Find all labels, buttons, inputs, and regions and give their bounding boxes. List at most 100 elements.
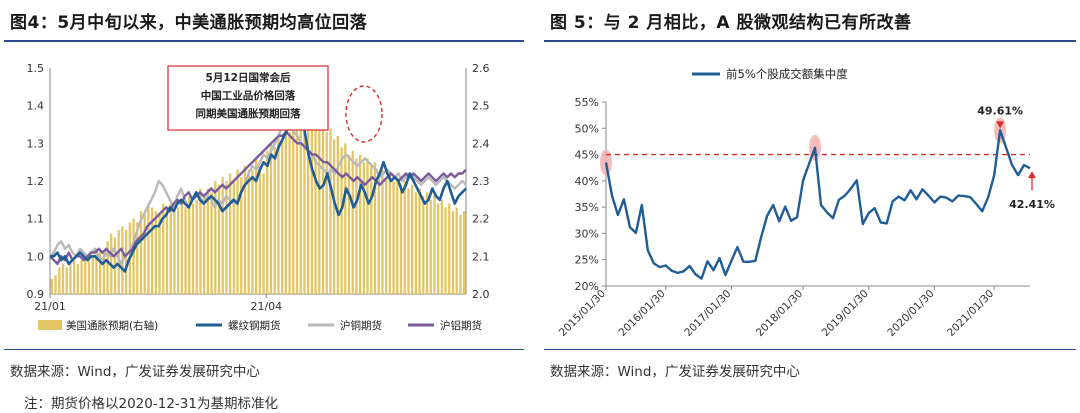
- us-inflation-bar: [329, 128, 332, 294]
- us-inflation-bar: [95, 252, 98, 294]
- us-inflation-bar: [414, 192, 418, 294]
- us-inflation-bar: [143, 214, 146, 294]
- us-inflation-bar: [403, 181, 406, 294]
- us-inflation-bar: [273, 147, 276, 294]
- x-tick-label: 2016/01/30: [617, 288, 668, 339]
- x-tick-label: 2019/01/30: [820, 288, 871, 339]
- us-inflation-bar: [180, 199, 184, 294]
- us-inflation-bar: [243, 165, 247, 294]
- figure-4-source: 数据来源：Wind，广发证券发展研究中心: [10, 364, 260, 380]
- us-inflation-bar: [154, 211, 158, 294]
- us-inflation-bar: [284, 124, 288, 294]
- us-inflation-bar: [54, 275, 57, 294]
- x-tick-label: 2020/01/30: [885, 288, 936, 339]
- us-inflation-bar: [381, 169, 384, 294]
- figure-4-note: 注：期货价格以2020-12-31为基期标准化: [24, 396, 278, 412]
- us-inflation-bar: [169, 203, 172, 294]
- us-inflation-bar: [247, 169, 250, 294]
- us-inflation-bar: [258, 165, 262, 294]
- us-inflation-bar: [117, 229, 120, 294]
- right-tick-label: 2.4: [472, 137, 490, 150]
- us-inflation-bar: [228, 173, 232, 294]
- us-inflation-bar: [80, 260, 83, 294]
- us-inflation-bar: [388, 173, 392, 294]
- copper-line: [49, 119, 467, 266]
- us-inflation-bar: [195, 199, 198, 294]
- us-inflation-bar: [199, 188, 202, 294]
- figure-4-chart: 0.9 1.0 1.1 1.2 1.3 1.4 1.5 2.0 2.1 2.2 2.3 2.4 2.5…: [27, 62, 490, 332]
- y-tick-label: 25%: [575, 254, 599, 267]
- figure-4-title: 图4：5月中旬以来，中美通胀预期均高位回落: [10, 13, 368, 33]
- left-tick-label: 1.0: [27, 250, 45, 263]
- figure-5-x-ticks: 2015/01/30 2016/01/30 2017/01/30 2018/01/30…: [557, 286, 996, 339]
- y-tick-label: 45%: [575, 149, 599, 162]
- us-inflation-bar: [370, 165, 373, 294]
- us-inflation-bar: [444, 207, 447, 294]
- y-tick-label: 55%: [575, 96, 599, 109]
- us-inflation-bar: [451, 211, 455, 294]
- us-inflation-bar: [347, 154, 351, 294]
- figure-4-lines: [49, 96, 467, 273]
- x-tick-label: 21/04: [250, 300, 282, 313]
- us-inflation-bar: [425, 192, 429, 294]
- concentration-line: [604, 129, 1031, 280]
- us-inflation-bar: [150, 207, 154, 294]
- us-inflation-bar: [407, 188, 410, 294]
- us-inflation-bar: [136, 222, 139, 294]
- us-inflation-bar: [269, 143, 273, 294]
- us-inflation-bar: [455, 207, 458, 294]
- figure-4-panel: 图4：5月中旬以来，中美通胀预期均高位回落 0.9 1.0 1.1 1.2 1.3 1.4…: [0, 0, 528, 413]
- figure-5-bottom-rule: [544, 349, 1076, 350]
- us-inflation-bar: [87, 260, 91, 294]
- us-inflation-bar: [384, 177, 388, 294]
- us-inflation-bar: [332, 139, 336, 294]
- figure-4-right-ticks: 2.0 2.1 2.2 2.3 2.4 2.5 2.6: [472, 62, 490, 301]
- us-inflation-bar: [340, 147, 343, 294]
- us-inflation-bar: [58, 267, 61, 294]
- us-inflation-bar: [251, 169, 254, 294]
- us-inflation-bar: [106, 241, 109, 294]
- figure-4-legend: 美国通胀预期(右轴) 螺纹钢期货 沪铜期货 沪铝期货: [38, 319, 482, 332]
- x-tick-label: 2021/01/30: [945, 288, 996, 339]
- us-inflation-bar: [102, 252, 106, 294]
- us-inflation-bar: [210, 192, 213, 294]
- figure-5-source: 数据来源：Wind，广发证券发展研究中心: [550, 364, 800, 380]
- left-tick-label: 0.9: [27, 288, 45, 301]
- us-inflation-bar: [72, 260, 76, 294]
- y-tick-label: 20%: [575, 280, 599, 293]
- us-inflation-bar: [202, 196, 206, 294]
- us-inflation-bar: [158, 214, 161, 294]
- peak-highlight-ellipse: [345, 85, 383, 143]
- us-inflation-bar: [448, 203, 451, 294]
- right-tick-label: 2.2: [472, 213, 490, 226]
- annotation-line-3: 同期美国通胀预期回落: [196, 107, 301, 120]
- us-inflation-bar: [262, 173, 265, 294]
- us-inflation-bar: [440, 199, 444, 294]
- us-inflation-bar: [206, 188, 210, 294]
- us-inflation-bar: [69, 263, 72, 294]
- last-value-label: 42.41%: [1009, 198, 1055, 211]
- us-inflation-bar: [214, 181, 217, 294]
- legend-label-copper: 沪铜期货: [340, 319, 382, 332]
- us-inflation-bar: [232, 181, 236, 294]
- figure-5-arrows: [996, 121, 1036, 191]
- us-inflation-bar: [65, 267, 68, 294]
- legend-label-rebar: 螺纹钢期货: [228, 319, 281, 332]
- us-inflation-bar: [225, 181, 228, 294]
- us-inflation-bar: [418, 188, 421, 294]
- us-inflation-bar: [358, 154, 362, 294]
- legend-label-concentration: 前5%个股成交额集中度: [726, 67, 848, 81]
- us-inflation-bar: [344, 143, 347, 294]
- us-inflation-bar: [217, 184, 221, 294]
- left-tick-label: 1.4: [27, 100, 45, 113]
- us-inflation-bar: [288, 132, 291, 294]
- us-inflation-bar: [422, 196, 425, 294]
- us-inflation-bar: [50, 278, 54, 294]
- right-tick-label: 2.3: [472, 175, 490, 188]
- left-tick-label: 1.3: [27, 137, 45, 150]
- us-inflation-bar: [459, 214, 462, 294]
- us-inflation-bar: [310, 101, 314, 295]
- us-inflation-bar: [176, 207, 180, 294]
- right-tick-label: 2.0: [472, 288, 490, 301]
- us-inflation-bar: [266, 150, 269, 294]
